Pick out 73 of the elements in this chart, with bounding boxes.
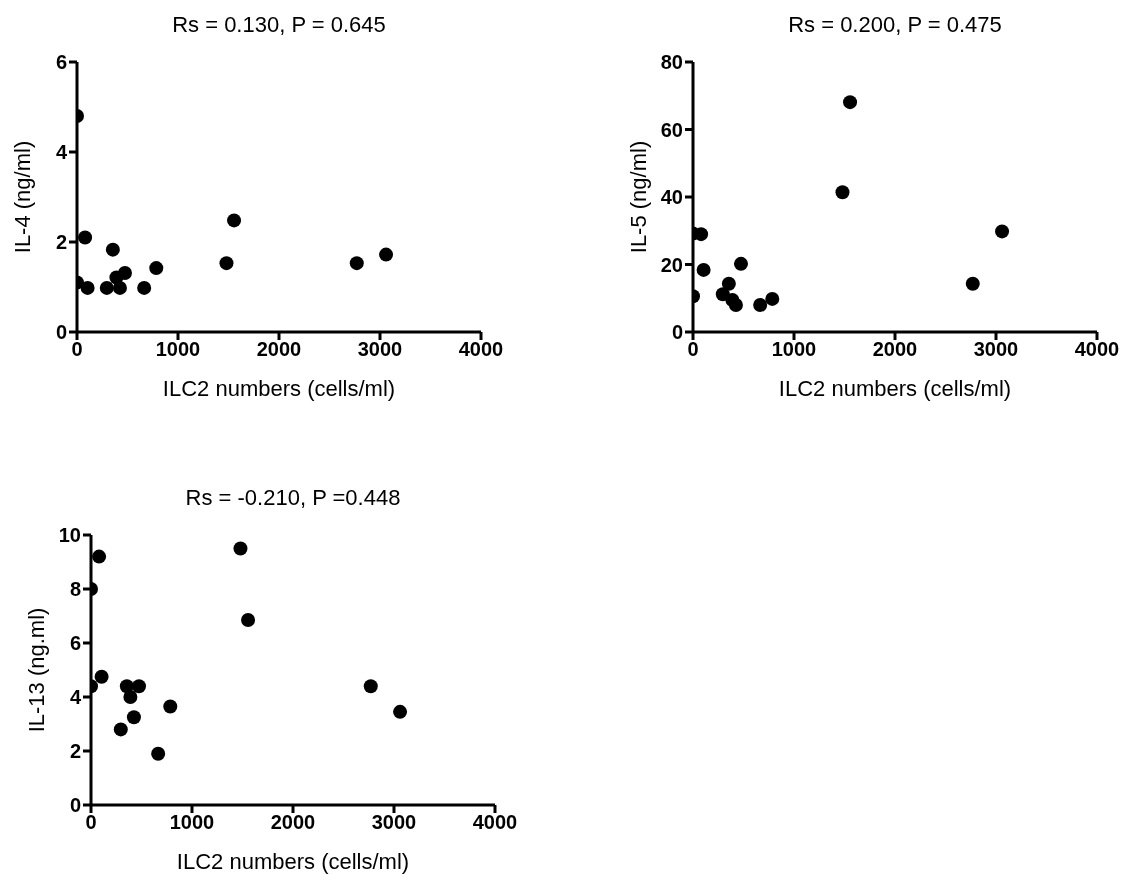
point xyxy=(835,185,850,200)
point xyxy=(393,704,408,719)
y-tick-label: 0 xyxy=(671,321,683,344)
x-tick-label: 0 xyxy=(85,811,97,834)
y-tick-label: 20 xyxy=(660,253,683,276)
y-tick-label: 4 xyxy=(69,686,82,709)
x-tick-label: 2000 xyxy=(256,338,302,361)
point xyxy=(123,690,138,704)
point xyxy=(379,247,394,262)
point xyxy=(112,280,127,295)
x-axis-title: ILC2 numbers (cells/ml) xyxy=(778,376,1012,401)
point xyxy=(349,256,364,271)
point xyxy=(149,261,164,276)
y-tick-label: 60 xyxy=(660,118,683,141)
y-tick-label: 80 xyxy=(660,51,683,74)
x-tick-label: 4000 xyxy=(1074,338,1120,361)
x-tick-label: 4000 xyxy=(472,811,518,834)
point xyxy=(105,242,120,257)
x-tick-label: 1000 xyxy=(169,811,215,834)
x-tick-label: 3000 xyxy=(357,338,403,361)
point xyxy=(80,280,95,295)
point xyxy=(843,95,858,110)
point xyxy=(219,256,234,271)
y-axis-title: IL-5 (ng/ml) xyxy=(625,140,651,254)
x-tick-label: 3000 xyxy=(371,811,417,834)
point xyxy=(965,276,980,291)
x-tick-label: 4000 xyxy=(458,338,504,361)
point xyxy=(163,699,178,714)
point xyxy=(733,256,748,271)
y-axis-title: IL-13 (ng.ml) xyxy=(23,607,49,733)
chart-title: Rs = 0.200, P = 0.475 xyxy=(787,12,1003,38)
x-tick-label: 1000 xyxy=(155,338,201,361)
point xyxy=(117,266,132,281)
y-tick-label: 2 xyxy=(55,231,67,254)
y-tick-label: 40 xyxy=(660,186,683,209)
point xyxy=(753,298,768,312)
y-tick-label: 8 xyxy=(69,578,81,601)
x-axis-title: ILC2 numbers (cells/ml) xyxy=(162,376,396,401)
y-tick-label: 2 xyxy=(69,740,81,763)
point xyxy=(92,549,107,564)
y-tick-label: 6 xyxy=(55,51,67,74)
x-tick-label: 2000 xyxy=(270,811,316,834)
x-tick-label: 2000 xyxy=(872,338,918,361)
y-tick-label: 0 xyxy=(55,321,67,344)
point xyxy=(137,280,152,295)
point xyxy=(99,280,114,295)
point xyxy=(721,276,736,291)
x-tick-label: 0 xyxy=(687,338,699,361)
y-tick-label: 0 xyxy=(69,794,81,817)
point xyxy=(94,669,109,684)
point xyxy=(126,710,141,725)
point xyxy=(78,230,93,245)
x-tick-label: 1000 xyxy=(771,338,817,361)
point xyxy=(241,613,256,628)
point xyxy=(694,227,709,242)
point xyxy=(151,746,166,761)
x-tick-label: 3000 xyxy=(973,338,1019,361)
point xyxy=(227,213,242,228)
y-axis-title: IL-4 (ng/ml) xyxy=(9,140,35,254)
y-tick-label: 4 xyxy=(55,141,68,164)
point xyxy=(995,224,1010,239)
y-tick-label: 10 xyxy=(58,524,81,547)
chart-title: Rs = 0.130, P = 0.645 xyxy=(171,12,387,38)
point xyxy=(113,722,128,737)
point xyxy=(728,298,743,312)
point xyxy=(696,262,711,277)
chart-title: Rs = -0.210, P =0.448 xyxy=(184,485,402,511)
point xyxy=(765,291,780,306)
point xyxy=(233,541,248,556)
point xyxy=(363,679,378,694)
x-axis-title: ILC2 numbers (cells/ml) xyxy=(176,849,410,874)
point xyxy=(131,679,146,694)
y-tick-label: 6 xyxy=(69,632,81,655)
